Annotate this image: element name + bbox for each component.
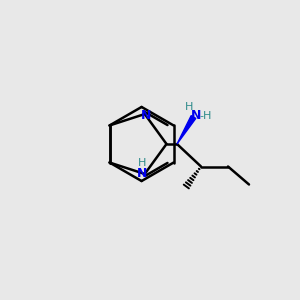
Text: N: N	[141, 109, 152, 122]
Text: H: H	[138, 158, 146, 168]
Polygon shape	[177, 116, 196, 144]
Text: N: N	[191, 109, 201, 122]
Text: -H: -H	[200, 110, 212, 121]
Text: H: H	[185, 101, 193, 112]
Text: N: N	[137, 167, 148, 181]
